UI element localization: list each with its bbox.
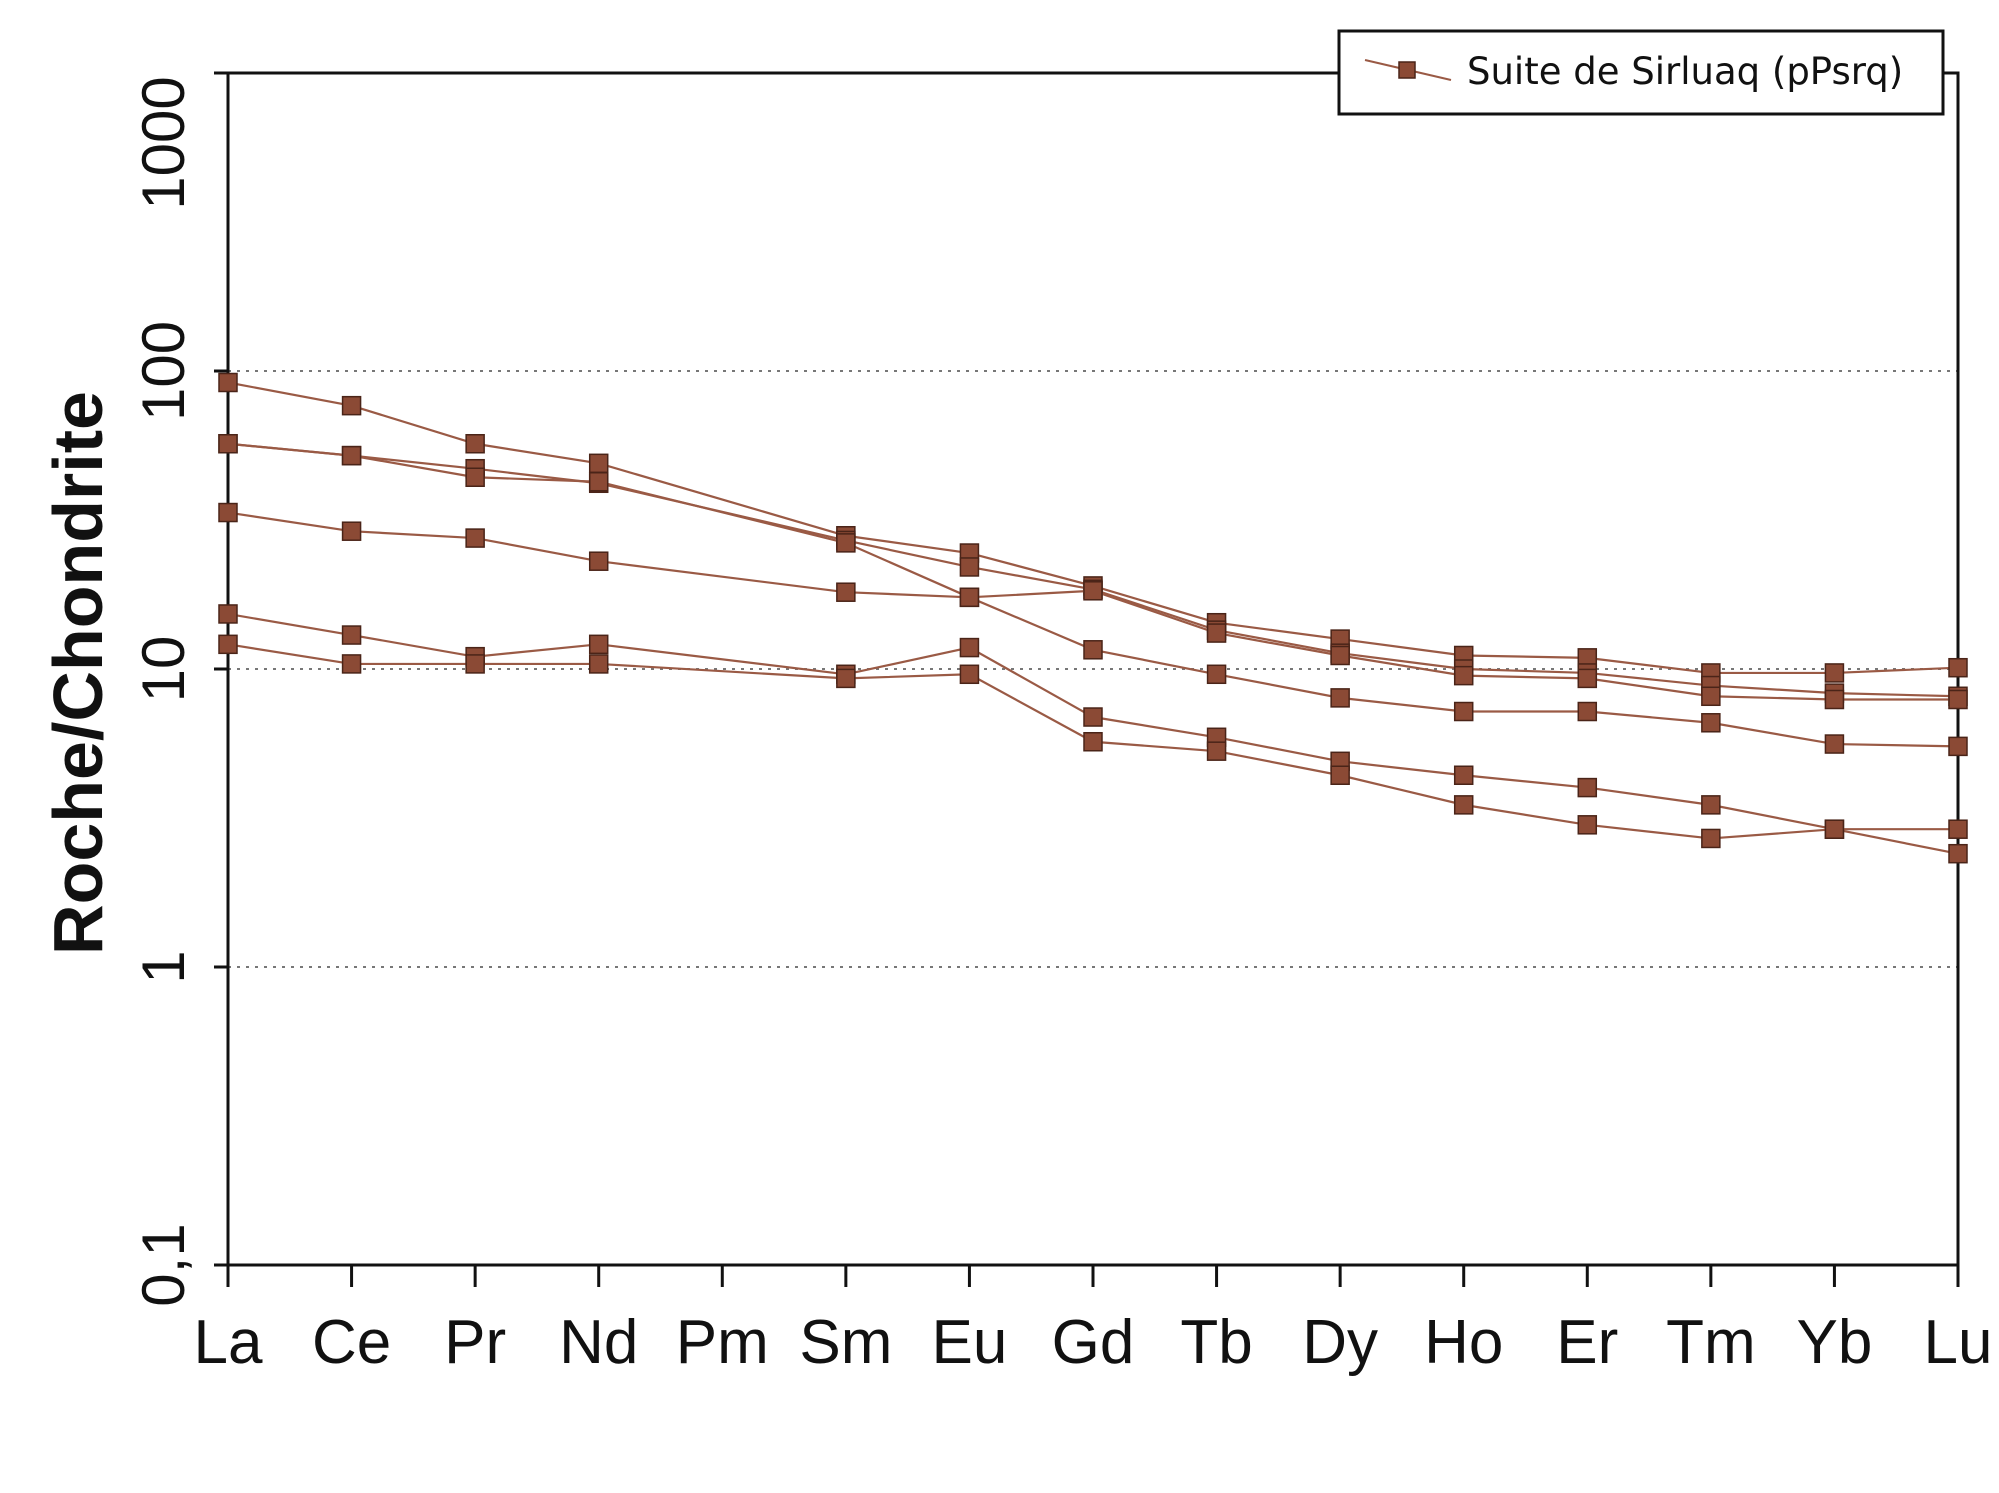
data-point-nd	[588, 453, 609, 474]
y-tick-label: 100	[130, 321, 197, 421]
x-tick-label-yb: Yb	[1797, 1308, 1873, 1377]
data-point-tm	[1701, 828, 1721, 849]
y-tick-label: 0,1	[130, 1223, 197, 1306]
legend-marker	[1398, 61, 1416, 79]
data-point-yb	[1824, 663, 1845, 683]
data-point-dy	[1330, 765, 1350, 786]
series-4	[218, 502, 1968, 710]
data-point-pr	[465, 433, 485, 454]
series-line	[227, 511, 1958, 701]
data-point-sm	[836, 582, 856, 602]
series-line	[227, 442, 1959, 748]
data-point-eu	[959, 557, 980, 577]
legend: Suite de Sirluaq (pPsrq)	[1337, 29, 1945, 116]
data-point-la	[218, 372, 238, 393]
data-point-ce	[341, 395, 362, 416]
x-tick-label-ce: Ce	[312, 1308, 391, 1377]
data-point-la	[218, 433, 238, 454]
data-point-tb	[1206, 623, 1227, 643]
data-point-ce	[341, 445, 362, 466]
data-point-tm	[1701, 713, 1721, 733]
x-tick-label-pm: Pm	[676, 1308, 769, 1377]
series-line	[227, 612, 1959, 855]
data-point-tb	[1206, 741, 1227, 761]
data-point-eu	[959, 587, 980, 608]
x-tick-label-gd: Gd	[1052, 1308, 1135, 1377]
series-1	[218, 372, 1968, 683]
data-point-lu	[1948, 657, 1968, 678]
x-tick-label-eu: Eu	[932, 1308, 1008, 1377]
x-tick-label-pr: Pr	[444, 1308, 506, 1377]
data-point-gd	[1083, 581, 1103, 601]
series-line	[227, 381, 1959, 675]
data-point-dy	[1330, 645, 1350, 666]
series-6	[218, 634, 1968, 849]
legend-box	[1337, 29, 1945, 116]
data-point-lu	[1948, 819, 1968, 839]
x-tick-label-er: Er	[1556, 1308, 1618, 1377]
data-point-dy	[1330, 688, 1350, 708]
data-point-gd	[1083, 731, 1103, 752]
data-point-tb	[1206, 664, 1227, 685]
x-tick-label-ho: Ho	[1424, 1308, 1503, 1377]
data-point-ho	[1453, 665, 1474, 686]
x-tick-label-sm: Sm	[799, 1308, 892, 1377]
data-point-lu	[1948, 736, 1968, 757]
y-tick-label: 1000	[130, 76, 197, 209]
data-point-ce	[341, 521, 362, 541]
data-point-sm	[836, 533, 856, 553]
x-tick-label-tm: Tm	[1666, 1308, 1756, 1377]
data-point-pr	[465, 467, 485, 488]
data-point-la	[218, 502, 238, 523]
x-tick-label-dy: Dy	[1302, 1308, 1378, 1377]
data-point-er	[1577, 668, 1598, 689]
y-tick-label: 1	[130, 950, 197, 983]
data-point-nd	[588, 471, 609, 492]
series-group	[218, 372, 1968, 864]
data-point-er	[1577, 701, 1598, 722]
data-point-pr	[465, 654, 485, 674]
data-point-yb	[1824, 819, 1845, 839]
data-point-ho	[1453, 795, 1474, 815]
data-point-yb	[1824, 734, 1845, 754]
data-point-gd	[1083, 707, 1103, 727]
series-line	[227, 643, 1958, 840]
data-point-ho	[1453, 701, 1474, 722]
data-point-eu	[959, 664, 980, 685]
data-point-tm	[1701, 686, 1721, 707]
data-point-gd	[1083, 640, 1103, 660]
data-point-sm	[836, 668, 856, 689]
x-tick-label-nd: Nd	[559, 1308, 638, 1377]
data-point-ho	[1453, 765, 1474, 786]
series-line	[227, 442, 1959, 698]
data-point-lu	[1948, 843, 1968, 864]
y-axis-title: Roche/Chondrite	[39, 391, 117, 955]
x-tick-label-la: La	[194, 1308, 263, 1377]
data-point-yb	[1824, 689, 1845, 710]
data-point-lu	[1948, 689, 1968, 710]
data-point-er	[1577, 777, 1598, 798]
data-point-pr	[465, 528, 485, 548]
data-point-eu	[959, 637, 980, 658]
data-point-nd	[588, 634, 609, 655]
x-tick-label-tb: Tb	[1180, 1308, 1252, 1377]
data-point-tm	[1701, 795, 1721, 815]
axes: 0,1 1 10 100 1000 La Ce Pr Nd Pm Sm Eu Gd Tb Dy Ho Er Tm Y…	[130, 71, 1993, 1377]
data-point-la	[218, 634, 238, 655]
data-point-nd	[588, 654, 609, 674]
grid-lines	[228, 370, 1958, 968]
legend-label: Suite de Sirluaq (pPsrq)	[1467, 50, 1903, 93]
x-tick-label-lu: Lu	[1924, 1308, 1993, 1377]
y-tick-label: 10	[130, 636, 197, 703]
data-point-er	[1577, 815, 1598, 835]
data-point-ce	[341, 654, 362, 674]
series-3	[218, 433, 1968, 757]
data-point-nd	[588, 551, 609, 571]
data-point-la	[218, 604, 238, 624]
data-point-ce	[341, 625, 362, 645]
